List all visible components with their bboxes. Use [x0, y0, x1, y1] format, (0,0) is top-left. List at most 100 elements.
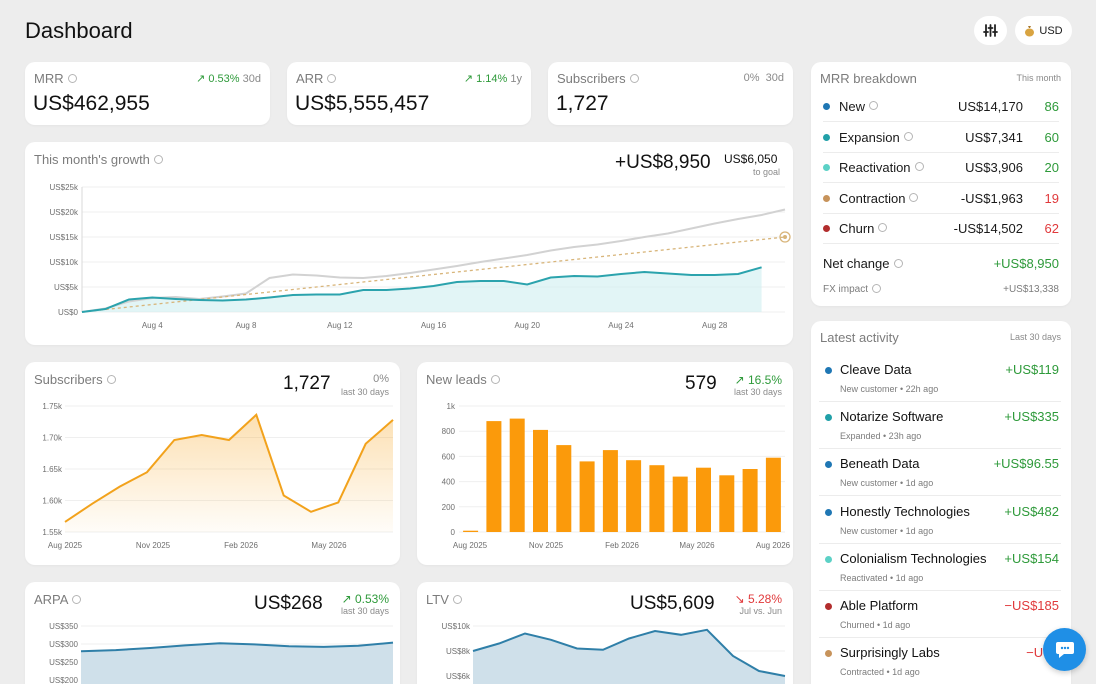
activity-subtitle: Contracted • 1d ago: [840, 667, 920, 678]
arpa-card[interactable]: ARPA US$268 ↗ 0.53% last 30 days US$350 U…: [25, 582, 400, 684]
activity-title: Latest activity: [820, 330, 899, 345]
y-tick-label: 0: [451, 528, 456, 537]
activity-row[interactable]: Honestly Technologies New customer • 1d a…: [819, 497, 1061, 544]
leads-card[interactable]: New leads 579 ↗ 16.5% last 30 days 1k 800…: [417, 362, 793, 565]
mrr-breakdown-card: MRR breakdown This month New US$14,170 86 E…: [811, 62, 1071, 306]
y-tick-label: US$25k: [50, 183, 79, 192]
y-tick-label: US$350: [49, 622, 78, 631]
leads-bar[interactable]: [672, 476, 688, 532]
leads-period: last 30 days: [733, 387, 782, 397]
legend-dot: [823, 194, 830, 202]
x-tick-label: Aug 16: [421, 321, 447, 330]
subscribers-value: 1,727: [283, 373, 331, 394]
activity-customer-name: Cleave Data: [840, 362, 912, 377]
goal-target-icon: [779, 231, 791, 243]
x-tick-label: Nov 2025: [136, 541, 171, 550]
growth-value: +US$8,950: [615, 152, 711, 173]
breakdown-row-label: Contraction: [839, 190, 906, 206]
activity-period: Last 30 days: [1009, 332, 1061, 342]
mrr-value: US$462,955: [33, 92, 150, 115]
breakdown-row[interactable]: Churn -US$14,502 62: [823, 214, 1059, 244]
mrr-label: MRR: [34, 71, 64, 86]
breakdown-row-count: 19: [1044, 190, 1059, 206]
breakdown-row[interactable]: Reactivation US$3,906 20: [823, 153, 1059, 183]
currency-button[interactable]: USD: [1015, 16, 1072, 45]
y-tick-label: US$6k: [446, 672, 471, 681]
leads-bar[interactable]: [719, 475, 735, 532]
breakdown-row[interactable]: New US$14,170 86: [823, 92, 1059, 122]
growth-chart: US$25k US$20k US$15k US$10k US$5k US$0 Aug 4 A…: [50, 183, 791, 330]
arr-card[interactable]: ARR ↗ 1.14% 1y US$5,555,457: [287, 62, 531, 125]
activity-subtitle: New customer • 1d ago: [840, 478, 934, 489]
leads-bar[interactable]: [486, 421, 502, 532]
ltv-card[interactable]: LTV US$5,609 ↘ 5.28% Jul vs. Jun US$10k U…: [417, 582, 793, 684]
info-icon: [67, 74, 77, 84]
leads-bar[interactable]: [742, 469, 758, 532]
info-icon: [878, 223, 888, 232]
y-tick-label: 1.60k: [42, 497, 63, 506]
breakdown-title: MRR breakdown: [820, 71, 917, 86]
growth-title: This month's growth: [34, 152, 150, 167]
breakdown-row[interactable]: Expansion US$7,341 60: [823, 123, 1059, 153]
breakdown-row-label: Churn: [839, 221, 875, 236]
leads-bar[interactable]: [579, 461, 595, 532]
activity-row[interactable]: Able Platform Churned • 1d ago −US$185: [819, 591, 1061, 638]
info-icon: [914, 162, 924, 171]
leads-bar[interactable]: [696, 467, 711, 532]
page-title: Dashboard: [25, 18, 133, 43]
x-tick-label: Aug 12: [327, 321, 353, 330]
y-tick-label: 400: [442, 478, 456, 487]
leads-bar[interactable]: [509, 418, 525, 532]
y-tick-label: 600: [442, 452, 456, 461]
x-tick-label: Aug 4: [142, 321, 163, 330]
activity-amount: +US$154: [1004, 550, 1059, 566]
y-tick-label: 1k: [447, 402, 456, 411]
subscribers-title: Subscribers: [34, 372, 103, 387]
leads-value: 579: [685, 373, 717, 394]
leads-bar[interactable]: [649, 465, 665, 532]
leads-bar[interactable]: [463, 530, 479, 532]
mrr-card[interactable]: MRR ↗ 0.53% 30d US$462,955: [25, 62, 270, 125]
currency-label: USD: [1039, 24, 1063, 37]
legend-dot: [823, 103, 830, 110]
arr-value: US$5,555,457: [295, 92, 430, 115]
leads-bar[interactable]: [765, 457, 781, 532]
leads-bar[interactable]: [602, 450, 618, 532]
leads-bar[interactable]: [556, 445, 572, 532]
filters-button[interactable]: [974, 16, 1007, 45]
activity-row[interactable]: Cleave Data New customer • 22h ago +US$119: [819, 355, 1061, 402]
activity-subtitle: Reactivated • 1d ago: [840, 572, 924, 583]
leads-bar[interactable]: [533, 429, 548, 532]
chat-button[interactable]: [1043, 628, 1086, 671]
breakdown-row[interactable]: Contraction -US$1,963 19: [823, 184, 1059, 214]
y-tick-label: US$5k: [54, 283, 79, 292]
trend-up-icon: ↗: [196, 73, 206, 85]
subscribers-kpi-card[interactable]: Subscribers 0% 30d 1,727: [548, 62, 793, 125]
subs-period: 30d: [765, 72, 784, 84]
subs-value: 1,727: [556, 92, 609, 115]
activity-subtitle: New customer • 22h ago: [840, 384, 939, 394]
activity-row[interactable]: Notarize Software Expanded • 23h ago +US$3…: [819, 402, 1061, 450]
info-icon: [153, 155, 163, 165]
subscribers-card[interactable]: Subscribers 1,727 0% last 30 days 1.75k 1…: [25, 362, 400, 565]
trend-up-icon: ↗: [734, 373, 745, 387]
activity-row[interactable]: Beneath Data New customer • 1d ago +US$96.…: [819, 449, 1061, 497]
info-icon: [629, 74, 639, 84]
breakdown-row-count: 62: [1044, 221, 1059, 236]
activity-row[interactable]: Colonialism Technologies Reactivated • 1d…: [819, 544, 1061, 591]
breakdown-row-amount: -US$1,963: [960, 190, 1023, 206]
sliders-icon: [983, 24, 998, 37]
info-icon: [909, 192, 919, 202]
ltv-title: LTV: [426, 592, 449, 607]
leads-title: New leads: [426, 372, 487, 387]
activity-customer-name: Beneath Data: [840, 456, 920, 472]
activity-dot: [825, 650, 832, 658]
info-icon: [869, 101, 879, 110]
leads-bar[interactable]: [626, 460, 642, 532]
activity-customer-name: Honestly Technologies: [840, 503, 970, 519]
y-tick-label: 800: [442, 427, 456, 436]
growth-card[interactable]: This month's growth +US$8,950 US$6,050 t…: [25, 142, 793, 345]
x-tick-label: Aug 2025: [48, 541, 83, 550]
arpa-value: US$268: [254, 593, 323, 614]
